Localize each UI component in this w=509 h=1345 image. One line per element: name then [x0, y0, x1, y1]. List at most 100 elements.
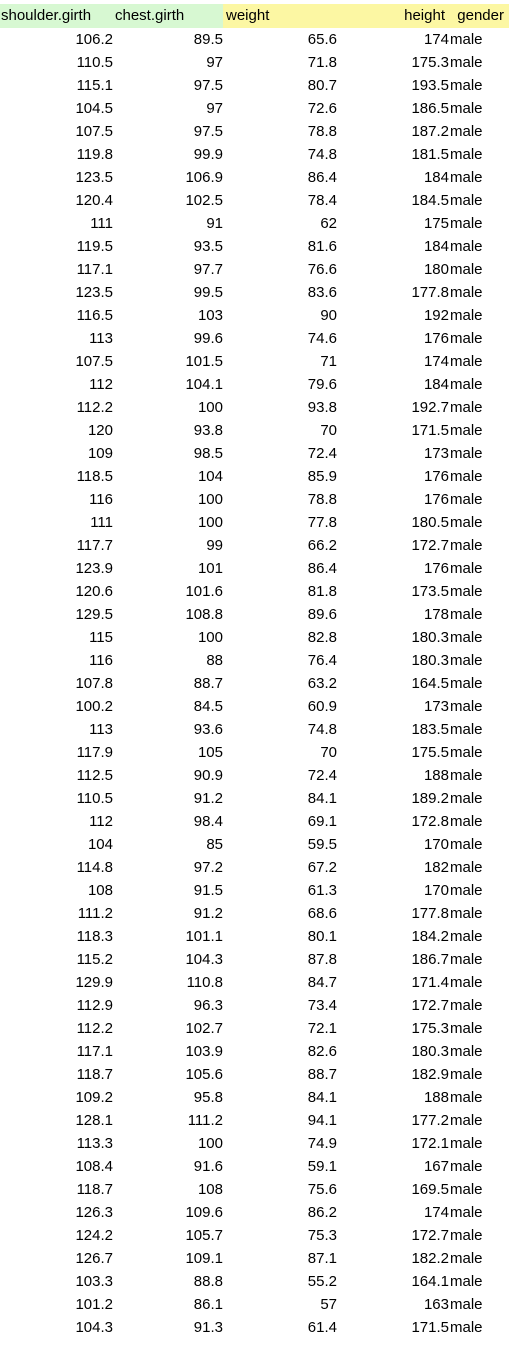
cell-gender[interactable]: male: [450, 1204, 483, 1221]
cell-height[interactable]: 189.2: [411, 790, 449, 807]
cell-chest-girth[interactable]: 93.6: [193, 721, 223, 738]
cell-gender[interactable]: male: [450, 1319, 483, 1336]
cell-shoulder-girth[interactable]: 110.5: [76, 790, 113, 807]
cell-chest-girth[interactable]: 88.7: [193, 675, 223, 692]
cell-weight[interactable]: 77.8: [307, 514, 337, 531]
cell-weight[interactable]: 86.2: [307, 1204, 337, 1221]
cell-gender[interactable]: male: [450, 399, 483, 416]
cell-weight[interactable]: 70: [320, 744, 337, 761]
cell-weight[interactable]: 55.2: [307, 1273, 337, 1290]
cell-height[interactable]: 175.5: [411, 744, 449, 761]
cell-gender[interactable]: male: [450, 422, 483, 439]
cell-chest-girth[interactable]: 101.1: [185, 928, 223, 945]
cell-shoulder-girth[interactable]: 129.5: [75, 606, 113, 623]
cell-height[interactable]: 172.1: [411, 1135, 449, 1152]
cell-chest-girth[interactable]: 85: [206, 836, 223, 853]
cell-chest-girth[interactable]: 100: [197, 1135, 223, 1152]
cell-shoulder-girth[interactable]: 114.8: [76, 859, 113, 876]
cell-weight[interactable]: 59.1: [307, 1158, 337, 1175]
cell-height[interactable]: 184: [423, 376, 449, 393]
cell-height[interactable]: 171.5: [411, 1319, 449, 1336]
cell-gender[interactable]: male: [450, 215, 483, 232]
cell-height[interactable]: 182.9: [411, 1066, 449, 1083]
cell-chest-girth[interactable]: 108.8: [185, 606, 223, 623]
cell-shoulder-girth[interactable]: 112: [89, 376, 113, 393]
cell-shoulder-girth[interactable]: 123.5: [75, 284, 113, 301]
cell-height[interactable]: 186.5: [411, 100, 449, 117]
cell-shoulder-girth[interactable]: 107.5: [75, 123, 113, 140]
cell-gender[interactable]: male: [450, 675, 483, 692]
cell-chest-girth[interactable]: 84.5: [193, 698, 223, 715]
cell-chest-girth[interactable]: 89.5: [193, 31, 223, 48]
cell-gender[interactable]: male: [450, 54, 483, 71]
cell-height[interactable]: 182.2: [411, 1250, 449, 1267]
cell-gender[interactable]: male: [450, 537, 483, 554]
cell-weight[interactable]: 67.2: [307, 859, 337, 876]
cell-height[interactable]: 193.5: [411, 77, 449, 94]
cell-weight[interactable]: 84.7: [307, 974, 337, 991]
cell-shoulder-girth[interactable]: 120.6: [75, 583, 113, 600]
cell-gender[interactable]: male: [450, 1043, 483, 1060]
cell-weight[interactable]: 72.6: [307, 100, 337, 117]
column-header-gender[interactable]: gender: [449, 4, 509, 28]
cell-chest-girth[interactable]: 109.6: [185, 1204, 223, 1221]
cell-height[interactable]: 170: [423, 882, 449, 899]
cell-weight[interactable]: 81.6: [307, 238, 337, 255]
cell-height[interactable]: 180.5: [411, 514, 449, 531]
cell-shoulder-girth[interactable]: 115.1: [76, 77, 113, 94]
cell-height[interactable]: 177.2: [411, 1112, 449, 1129]
cell-shoulder-girth[interactable]: 116: [89, 652, 113, 669]
cell-weight[interactable]: 80.7: [307, 77, 337, 94]
cell-gender[interactable]: male: [450, 836, 483, 853]
cell-weight[interactable]: 76.4: [307, 652, 337, 669]
cell-chest-girth[interactable]: 109.1: [185, 1250, 223, 1267]
cell-gender[interactable]: male: [450, 261, 483, 278]
cell-height[interactable]: 172.7: [411, 1227, 449, 1244]
cell-height[interactable]: 164.5: [411, 675, 449, 692]
cell-shoulder-girth[interactable]: 112.2: [76, 399, 113, 416]
cell-chest-girth[interactable]: 91.5: [193, 882, 223, 899]
cell-weight[interactable]: 63.2: [307, 675, 337, 692]
cell-chest-girth[interactable]: 97.5: [193, 123, 223, 140]
cell-gender[interactable]: male: [450, 330, 483, 347]
cell-weight[interactable]: 76.6: [307, 261, 337, 278]
cell-gender[interactable]: male: [450, 468, 483, 485]
cell-shoulder-girth[interactable]: 108: [87, 882, 113, 899]
cell-shoulder-girth[interactable]: 128.1: [75, 1112, 113, 1129]
cell-gender[interactable]: male: [450, 790, 483, 807]
cell-shoulder-girth[interactable]: 112.5: [76, 767, 113, 784]
cell-gender[interactable]: male: [450, 445, 483, 462]
cell-chest-girth[interactable]: 105.7: [185, 1227, 223, 1244]
cell-shoulder-girth[interactable]: 110.5: [76, 54, 113, 71]
cell-weight[interactable]: 89.6: [307, 606, 337, 623]
cell-shoulder-girth[interactable]: 113: [89, 721, 113, 738]
cell-chest-girth[interactable]: 97: [206, 54, 223, 71]
cell-shoulder-girth[interactable]: 109: [87, 445, 113, 462]
cell-gender[interactable]: male: [450, 813, 483, 830]
cell-shoulder-girth[interactable]: 118.7: [76, 1066, 113, 1083]
cell-chest-girth[interactable]: 88: [206, 652, 223, 669]
cell-shoulder-girth[interactable]: 107.8: [75, 675, 113, 692]
cell-gender[interactable]: male: [450, 1089, 483, 1106]
cell-chest-girth[interactable]: 101: [197, 560, 223, 577]
cell-gender[interactable]: male: [450, 100, 483, 117]
cell-weight[interactable]: 65.6: [307, 31, 337, 48]
cell-height[interactable]: 180: [423, 261, 449, 278]
cell-chest-girth[interactable]: 99.5: [193, 284, 223, 301]
cell-chest-girth[interactable]: 93.5: [193, 238, 223, 255]
cell-gender[interactable]: male: [450, 491, 483, 508]
cell-shoulder-girth[interactable]: 124.2: [75, 1227, 113, 1244]
cell-gender[interactable]: male: [450, 169, 483, 186]
cell-height[interactable]: 184: [423, 169, 449, 186]
cell-chest-girth[interactable]: 91.6: [193, 1158, 223, 1175]
cell-gender[interactable]: male: [450, 744, 483, 761]
cell-weight[interactable]: 84.1: [307, 790, 337, 807]
cell-weight[interactable]: 72.4: [307, 445, 337, 462]
cell-chest-girth[interactable]: 111.2: [187, 1112, 223, 1129]
cell-shoulder-girth[interactable]: 112.2: [76, 1020, 113, 1037]
cell-height[interactable]: 184: [423, 238, 449, 255]
cell-gender[interactable]: male: [450, 77, 483, 94]
cell-gender[interactable]: male: [450, 652, 483, 669]
cell-shoulder-girth[interactable]: 126.3: [75, 1204, 113, 1221]
cell-shoulder-girth[interactable]: 118.3: [76, 928, 113, 945]
